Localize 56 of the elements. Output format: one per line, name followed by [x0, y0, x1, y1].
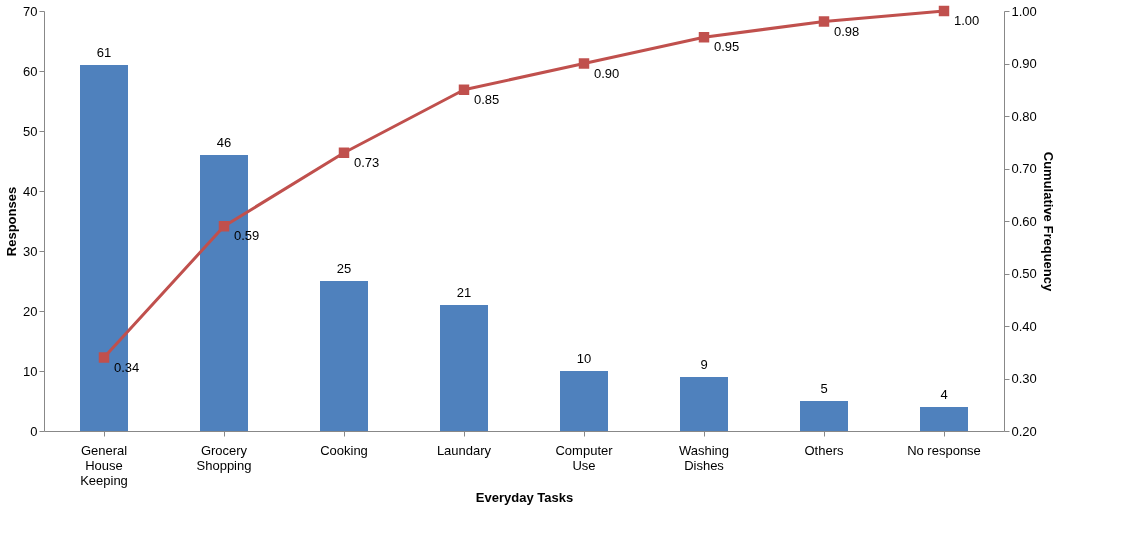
point: [818, 16, 830, 27]
bar: [680, 377, 728, 431]
x-tick-label: Grocery Shopping: [196, 442, 252, 473]
y-tick-label: 0: [30, 423, 38, 439]
y2-axis-title: Cumulative Frequency: [1040, 151, 1056, 292]
y-tick-label: 20: [23, 303, 38, 319]
point: [578, 58, 590, 69]
data-label: 0.73: [354, 154, 380, 170]
x-tick-label: Washing Dishes: [678, 442, 730, 473]
y-tick-label: 30: [23, 243, 38, 259]
bar: [320, 281, 368, 431]
x-axis-title: Everyday Tasks: [475, 489, 574, 505]
bar: [560, 371, 608, 431]
data-label: 0.98: [834, 23, 860, 39]
data-label: 61: [96, 45, 112, 60]
data-label: 5: [820, 381, 828, 396]
x-tick-label: General House Keeping: [80, 442, 128, 488]
bar: [800, 401, 848, 431]
bar: [440, 305, 488, 431]
y-tick-label: 60: [23, 63, 38, 79]
x-tick-label: Computer Use: [555, 442, 614, 473]
y-tick-label: 10: [23, 363, 38, 379]
y-tick-label: 50: [23, 123, 38, 139]
data-label: 0.95: [714, 39, 740, 55]
x-tick-label: Cooking: [320, 442, 368, 458]
point: [338, 147, 350, 158]
data-label: 0.90: [594, 65, 620, 81]
data-label: 4: [940, 387, 948, 402]
y2-tick-label: 0.80: [1011, 108, 1037, 124]
y2-tick-label: 1.00: [1011, 3, 1037, 19]
y-tick-label: 70: [23, 3, 38, 19]
point: [218, 221, 230, 232]
data-label: 46: [216, 135, 232, 150]
x-tick-label: Others: [804, 442, 844, 458]
point: [458, 84, 470, 95]
data-label: 0.85: [474, 91, 500, 107]
y2-tick-label: 0.50: [1011, 266, 1037, 281]
y2-tick-label: 0.20: [1011, 423, 1037, 439]
y2-tick-label: 0.30: [1011, 371, 1037, 386]
data-label: 9: [700, 357, 708, 372]
x-tick-label: No response: [907, 442, 981, 458]
data-label: 10: [576, 351, 592, 366]
y2-tick-label: 0.60: [1011, 213, 1037, 229]
data-label: 25: [336, 261, 352, 276]
y2-tick-label: 0.40: [1011, 318, 1037, 334]
point: [98, 352, 110, 363]
point: [938, 5, 950, 17]
data-label: 21: [456, 285, 472, 300]
y2-tick-label: 0.70: [1011, 161, 1037, 176]
point: [698, 32, 710, 43]
y2-tick-label: 0.90: [1011, 56, 1037, 71]
x-tick-label: Laundary: [436, 442, 492, 458]
data-label: 1.00: [954, 13, 980, 28]
y-axis-title: Responses: [4, 186, 20, 257]
bar: [920, 407, 968, 431]
y-tick-label: 40: [23, 183, 38, 199]
